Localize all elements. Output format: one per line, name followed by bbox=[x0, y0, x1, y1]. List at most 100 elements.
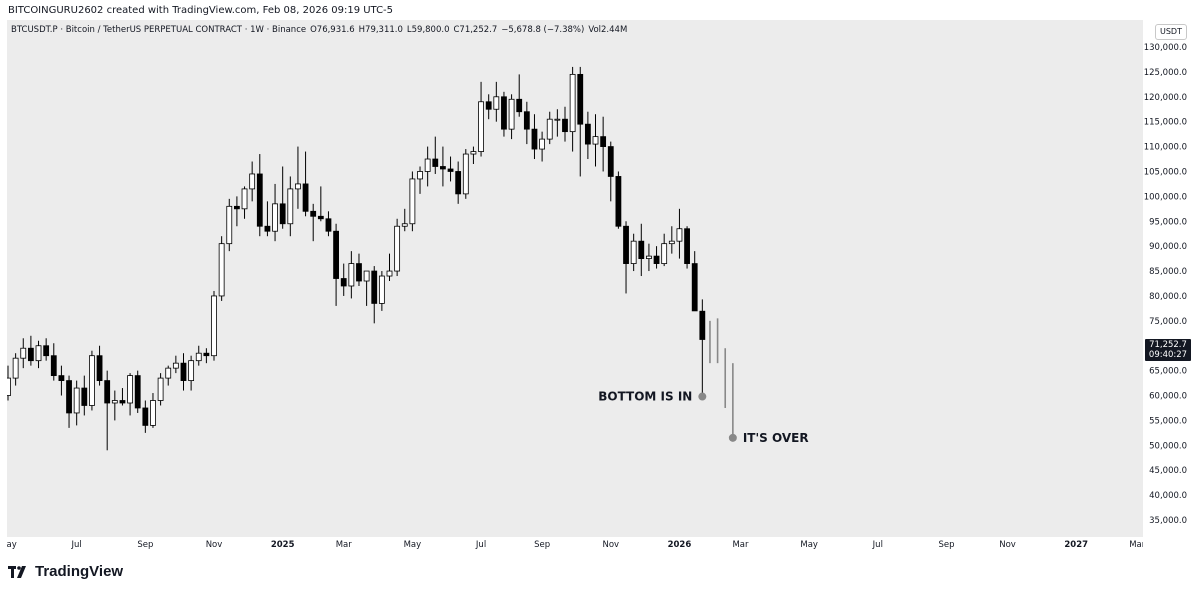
candle-body bbox=[302, 183, 309, 212]
candle-body bbox=[630, 240, 637, 264]
candle bbox=[470, 146, 477, 165]
candle bbox=[195, 345, 202, 366]
candle bbox=[12, 353, 19, 386]
candle bbox=[584, 111, 591, 160]
candle bbox=[523, 101, 530, 145]
candle-body bbox=[317, 215, 324, 220]
candle-body bbox=[661, 243, 668, 264]
candle bbox=[226, 198, 233, 252]
ohlc-close: C71,252.7 bbox=[453, 25, 498, 35]
candle-body bbox=[7, 377, 11, 396]
candle-body bbox=[699, 310, 706, 340]
candle bbox=[27, 335, 34, 366]
candle-body bbox=[348, 263, 355, 287]
candle-body bbox=[584, 123, 591, 145]
candle-body bbox=[340, 278, 347, 287]
candle-body bbox=[249, 173, 256, 190]
candle-body bbox=[440, 166, 446, 170]
candle bbox=[127, 373, 133, 416]
candle bbox=[653, 246, 660, 269]
candle-body bbox=[417, 171, 423, 180]
candle-body bbox=[89, 355, 95, 406]
candle bbox=[340, 263, 347, 296]
candle bbox=[638, 223, 645, 277]
candle-body bbox=[287, 188, 294, 225]
time-tick-label: Nov bbox=[206, 540, 223, 550]
candle bbox=[256, 154, 263, 237]
candle bbox=[485, 94, 492, 120]
symbol-title[interactable]: BTCUSDT.P · Bitcoin / TetherUS PERPETUAL… bbox=[11, 25, 307, 35]
candle-body bbox=[539, 138, 545, 150]
currency-badge[interactable]: USDT bbox=[1155, 24, 1187, 40]
time-tick-label: 2026 bbox=[668, 540, 692, 550]
candle bbox=[623, 221, 629, 294]
price-tick-label: 100,000.0 bbox=[1144, 192, 1187, 202]
candle-body bbox=[180, 362, 187, 381]
candle-body bbox=[562, 118, 568, 133]
candle-body bbox=[386, 270, 393, 277]
candle bbox=[462, 149, 469, 199]
candle-body bbox=[58, 375, 65, 381]
candle-body bbox=[226, 205, 233, 245]
candle-body bbox=[546, 118, 553, 140]
tradingview-logo[interactable]: TradingView bbox=[8, 563, 123, 580]
candle bbox=[569, 66, 576, 152]
candle-body bbox=[96, 355, 103, 381]
price-tick-label: 130,000.0 bbox=[1144, 43, 1187, 53]
candle bbox=[119, 388, 126, 406]
candle bbox=[325, 211, 332, 237]
candle-body bbox=[241, 188, 248, 210]
candle bbox=[401, 208, 408, 232]
candle-body bbox=[256, 173, 263, 227]
candle-body bbox=[691, 263, 698, 312]
candle-body bbox=[142, 407, 149, 426]
candle bbox=[371, 266, 378, 324]
candle bbox=[317, 186, 324, 222]
price-tick-label: 45,000.0 bbox=[1149, 466, 1187, 476]
candle bbox=[554, 109, 561, 137]
ohlc-open: O76,931.6 bbox=[310, 25, 355, 35]
price-axis[interactable]: USDT 35,000.0 40,000.0 45,000.0 50,000.0 55,… bbox=[1143, 20, 1193, 551]
candle-body bbox=[310, 210, 317, 217]
candle bbox=[272, 183, 278, 242]
plot-area[interactable]: BOTTOM IS IN IT'S OVER BTCUSDT.P · Bitcoi… bbox=[7, 20, 1143, 537]
candle bbox=[157, 373, 164, 406]
annotation-label: BOTTOM IS IN bbox=[598, 390, 692, 404]
candle-body bbox=[203, 352, 210, 357]
candle bbox=[50, 343, 57, 381]
candle-body bbox=[218, 243, 225, 297]
price-tick-label: 55,000.0 bbox=[1149, 416, 1187, 426]
time-tick-label: Nov bbox=[602, 540, 619, 550]
candle-body bbox=[363, 270, 370, 282]
candle bbox=[478, 81, 484, 157]
candle bbox=[577, 66, 584, 177]
candle-body bbox=[264, 225, 271, 232]
candle bbox=[501, 91, 507, 137]
tradingview-logo-icon bbox=[8, 565, 26, 578]
time-tick-label: May bbox=[404, 540, 422, 550]
time-tick-label: Sep bbox=[534, 540, 550, 550]
time-tick-label: May bbox=[7, 540, 17, 550]
candle-body bbox=[638, 240, 645, 260]
candle-body bbox=[20, 347, 27, 359]
candle bbox=[562, 106, 568, 142]
candle bbox=[630, 233, 637, 272]
price-tick-label: 60,000.0 bbox=[1149, 392, 1187, 402]
candle-body bbox=[134, 375, 141, 409]
candle-body bbox=[35, 345, 42, 362]
time-tick-label: Jul bbox=[872, 540, 883, 550]
time-axis[interactable]: May Jul Sep Nov 2025 Mar May Jul Sep Nov 2026 Mar Ma… bbox=[7, 537, 1143, 551]
candle bbox=[676, 208, 683, 259]
candle-body bbox=[188, 360, 195, 381]
candle bbox=[424, 146, 431, 187]
candle bbox=[668, 226, 675, 254]
time-tick-label: May bbox=[800, 540, 818, 550]
candle bbox=[684, 226, 690, 269]
candle-body bbox=[684, 228, 690, 264]
candle-body bbox=[295, 183, 301, 190]
candle bbox=[447, 156, 454, 182]
candle bbox=[7, 365, 11, 401]
candle bbox=[661, 233, 668, 267]
symbol-info-bar: BTCUSDT.P · Bitcoin / TetherUS PERPETUAL… bbox=[11, 25, 627, 35]
candle bbox=[592, 114, 599, 167]
